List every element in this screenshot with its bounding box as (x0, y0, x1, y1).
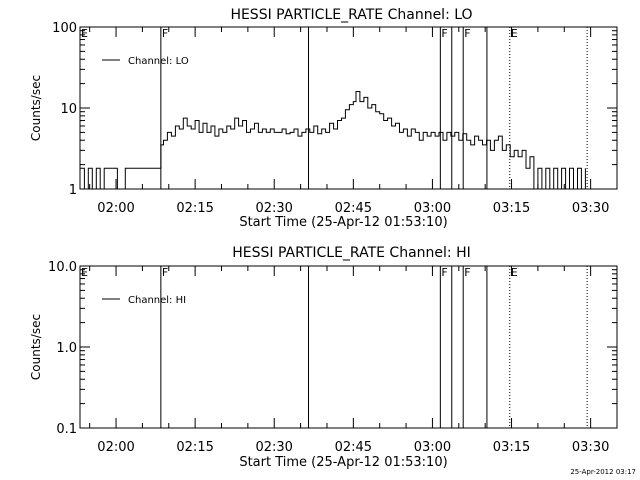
x-tick-label: 03:30 (572, 201, 609, 216)
x-axis-label: Start Time (25-Apr-12 01:53:10) (239, 215, 447, 230)
y-tick-label: 10.0 (48, 260, 77, 275)
y-tick-label: 0.1 (56, 422, 77, 437)
y-axis-label: Counts/sec (29, 75, 43, 141)
legend-label: Channel: LO (128, 56, 189, 67)
x-tick-label: 02:00 (97, 201, 134, 216)
event-marker-label: E (511, 27, 518, 40)
y-tick-label: 10 (60, 102, 77, 117)
x-tick-label: 03:30 (572, 440, 609, 455)
x-tick-label: 03:15 (493, 440, 530, 455)
chart-panel-2: HESSI PARTICLE_RATE Channel: HI 0.1 1.0 10.… (29, 245, 618, 470)
event-marker-label: F (464, 27, 470, 40)
x-tick-label: 02:15 (176, 201, 213, 216)
x-tick-label: 02:30 (255, 440, 292, 455)
figure-timestamp: 25-Apr-2012 03:17 (570, 468, 636, 476)
x-tick-label: 03:00 (414, 440, 451, 455)
x-tick-label: 03:15 (493, 201, 530, 216)
event-marker-label: F (441, 27, 447, 40)
event-marker-label: F (464, 266, 470, 279)
x-axis-label: Start Time (25-Apr-12 01:53:10) (239, 455, 447, 470)
x-tick-label: 02:45 (335, 201, 372, 216)
event-marker-label: F (441, 266, 447, 279)
x-tick-label: 03:00 (414, 201, 451, 216)
chart-title: HESSI PARTICLE_RATE Channel: HI (232, 245, 470, 261)
series-line (80, 91, 586, 190)
event-marker-label: E (81, 27, 88, 40)
legend-label: Channel: HI (128, 295, 186, 306)
event-marker-label: F (162, 266, 168, 279)
y-axis-label: Counts/sec (29, 314, 43, 380)
event-marker-label: E (511, 266, 518, 279)
y-tick-label: 1 (69, 183, 77, 198)
x-tick-label: 02:15 (176, 440, 213, 455)
chart-panel-1: HESSI PARTICLE_RATE Channel: LO 1 10 100 Cou… (29, 7, 618, 230)
x-tick-label: 02:45 (335, 440, 372, 455)
x-tick-label: 02:30 (255, 201, 292, 216)
chart-title: HESSI PARTICLE_RATE Channel: LO (230, 7, 472, 23)
event-marker-label: E (81, 266, 88, 279)
event-marker-label: F (162, 27, 168, 40)
y-tick-label: 1.0 (56, 341, 77, 356)
x-tick-label: 02:00 (97, 440, 134, 455)
y-tick-label: 100 (52, 21, 77, 36)
